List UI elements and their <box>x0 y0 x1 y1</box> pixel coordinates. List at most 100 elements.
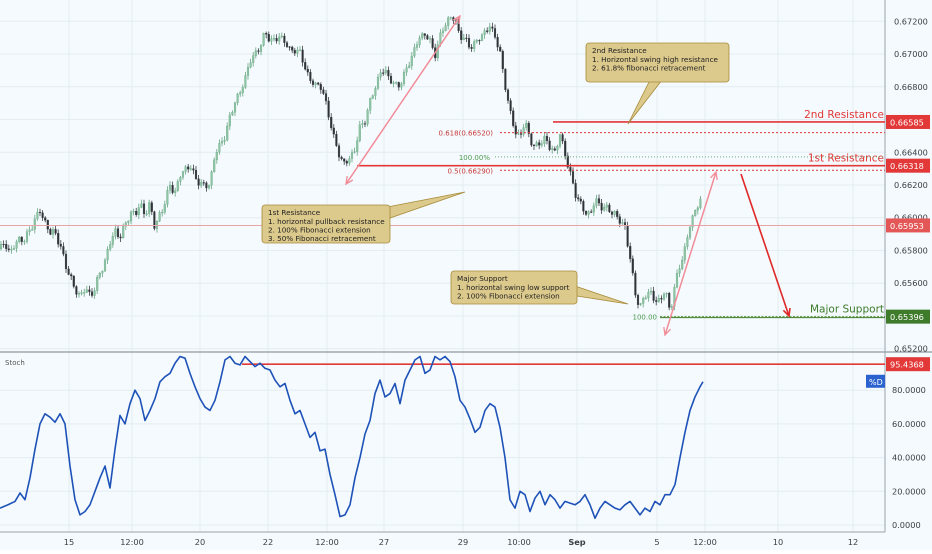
candle-body <box>12 248 16 250</box>
badge-stoch-level-bg <box>886 357 930 372</box>
candle-body <box>213 159 216 172</box>
candle-body <box>36 211 39 220</box>
stoch-tick-label: 20.0000 <box>892 486 926 496</box>
candle-body <box>467 38 471 48</box>
candle-body <box>460 30 463 40</box>
candle-body <box>67 268 70 275</box>
price-tick-label: 0.65600 <box>894 278 928 288</box>
candle-body <box>171 185 174 193</box>
candle-body <box>356 140 359 152</box>
callout-1st-resistance-line: 1. horizontal pullback resistance <box>268 217 385 226</box>
candle-body <box>642 298 645 304</box>
candle-body <box>140 203 143 208</box>
time-tick-label: 20 <box>195 537 205 547</box>
candle-body <box>590 211 593 213</box>
candle-body <box>137 207 140 215</box>
candle-body <box>582 201 585 212</box>
candle-body <box>197 178 200 186</box>
candle-body <box>395 82 398 84</box>
candle-body <box>548 140 551 150</box>
candle-body <box>119 236 122 239</box>
candle-body <box>491 26 494 29</box>
candle-body <box>629 246 632 259</box>
candle-body <box>293 50 296 54</box>
candle-body <box>101 271 104 274</box>
candle-body <box>98 273 101 278</box>
candle-body <box>228 114 231 127</box>
candle-body <box>306 68 309 73</box>
candle-body <box>374 88 377 96</box>
callout-2nd-resistance-line: 2. 61.8% fibonacci retracement <box>592 64 706 73</box>
candle-body <box>262 33 265 46</box>
forecast-arrow-head <box>782 307 791 318</box>
candle-body <box>639 303 642 305</box>
candle-body <box>506 89 510 101</box>
candle-body <box>634 272 637 296</box>
fib-leg-down-arrow <box>345 15 461 185</box>
candle-body <box>475 40 478 42</box>
candle-body <box>621 222 624 224</box>
candle-body <box>314 82 317 85</box>
candle-body <box>161 211 164 214</box>
badge-stoch-d-bg <box>866 374 885 388</box>
candle-body <box>15 241 18 249</box>
candle-body <box>192 168 195 171</box>
candle-body <box>400 83 403 88</box>
time-tick-label: 5 <box>654 537 659 547</box>
candle-body <box>556 145 559 151</box>
candle-body <box>688 226 692 238</box>
candle-body <box>23 241 26 243</box>
candle-body <box>665 293 668 295</box>
time-tick-label: 29 <box>458 537 468 547</box>
candle-body <box>519 133 523 135</box>
candle-body <box>595 198 598 206</box>
candle-body <box>662 293 666 300</box>
candle-body <box>103 259 107 272</box>
time-tick-label: 15 <box>64 537 74 547</box>
candle-body <box>330 117 333 129</box>
candle-body <box>174 190 177 193</box>
candle-body <box>389 75 393 84</box>
candle-body <box>418 37 421 45</box>
candle-body <box>304 62 307 70</box>
candle-body <box>75 286 78 295</box>
candle-body <box>535 142 538 147</box>
candle-body <box>272 38 276 40</box>
candle-body <box>275 38 278 42</box>
grid <box>0 0 932 533</box>
candle-body <box>301 49 304 63</box>
candle-body <box>200 182 203 186</box>
stoch-tick-label: 80.0000 <box>892 385 926 395</box>
candle-body <box>223 139 226 142</box>
candle-body <box>603 207 606 211</box>
candle-body <box>683 246 686 261</box>
candle-body <box>358 124 361 141</box>
time-tick-label: 10:00 <box>507 537 531 547</box>
candle-body <box>486 30 489 32</box>
candle-body <box>179 177 182 182</box>
candle-body <box>285 42 289 47</box>
time-tick-label: 12:00 <box>315 537 339 547</box>
candle-body <box>194 169 198 180</box>
candle-body <box>343 158 346 162</box>
badge-current: 0.65953 <box>890 221 924 231</box>
fib-50-label: 0.5(0.66290) <box>447 167 493 175</box>
badge-stoch-d: %D <box>869 378 883 387</box>
price-tick-label: 0.65200 <box>894 344 928 354</box>
candle-body <box>574 183 577 198</box>
candle-body <box>311 80 315 85</box>
candle-body <box>233 102 237 113</box>
candle-body <box>392 82 395 84</box>
callout-2nd-resistance-line: 1. Horizontal swing high resistance <box>592 55 719 64</box>
time-tick-label: 12:00 <box>120 537 144 547</box>
candle-body <box>18 236 21 242</box>
candle-body <box>44 217 47 221</box>
candle-body <box>345 161 348 164</box>
candle-body <box>405 67 408 73</box>
candle-body <box>618 216 621 224</box>
candle-body <box>189 168 192 170</box>
candle-body <box>522 127 525 135</box>
candle-body <box>155 221 159 229</box>
candle-body <box>335 133 338 146</box>
